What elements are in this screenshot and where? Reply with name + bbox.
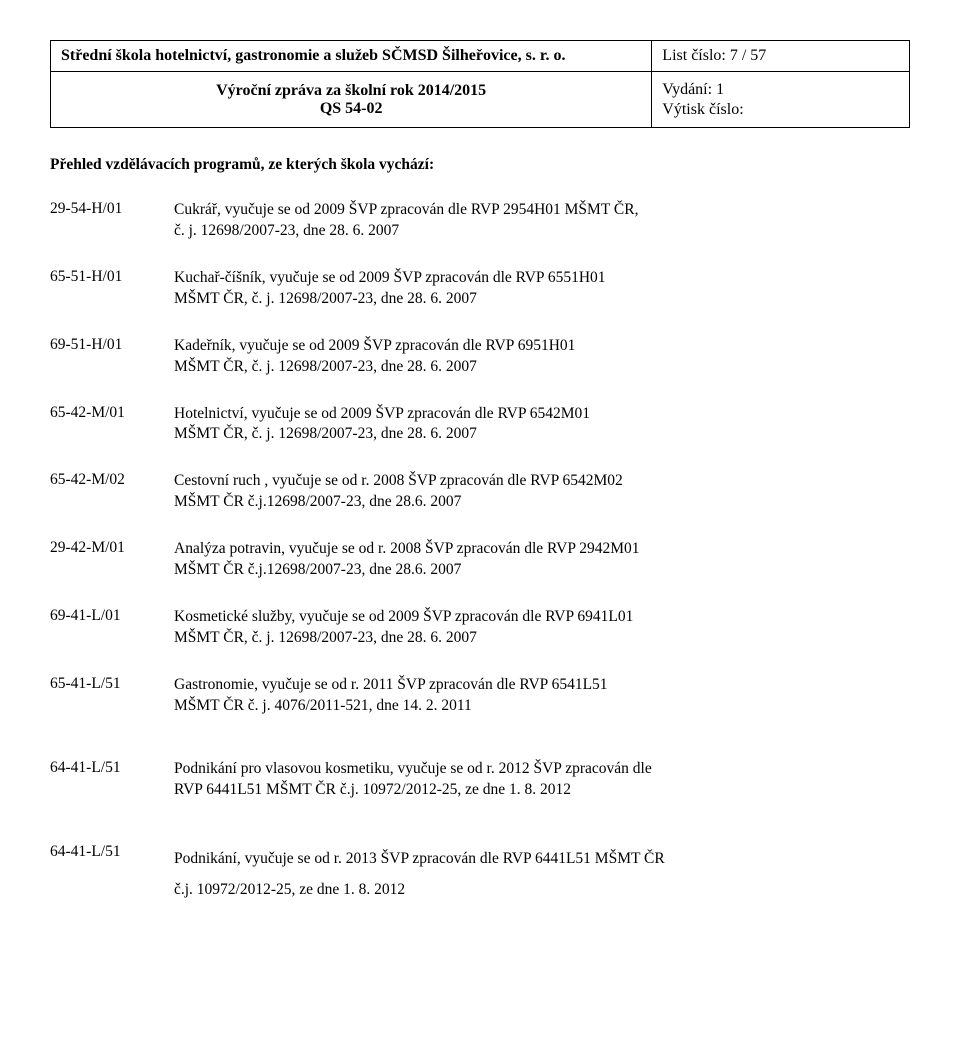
program-description: Podnikání, vyučuje se od r. 2013 ŠVP zpr… [174, 843, 910, 905]
program-description: Analýza potravin, vyučuje se od r. 2008 … [174, 539, 910, 581]
program-code: 69-51-H/01 [50, 336, 150, 354]
program-description: Kosmetické služby, vyučuje se od 2009 ŠV… [174, 607, 910, 649]
program-line1: Hotelnictví, vyučuje se od 2009 ŠVP zpra… [174, 404, 910, 425]
program-description: Cestovní ruch , vyučuje se od r. 2008 ŠV… [174, 471, 910, 513]
program-code: 69-41-L/01 [50, 607, 150, 625]
program-entry: 64-41-L/51 Podnikání, vyučuje se od r. 2… [50, 843, 910, 905]
program-line2: MŠMT ČR, č. j. 12698/2007-23, dne 28. 6.… [174, 628, 910, 649]
section-heading: Přehled vzdělávacích programů, ze kterýc… [50, 156, 910, 174]
document-header-table: Střední škola hotelnictví, gastronomie a… [50, 40, 910, 128]
program-entry: 65-51-H/01 Kuchař-číšník, vyučuje se od … [50, 268, 910, 310]
school-name-cell: Střední škola hotelnictví, gastronomie a… [51, 41, 652, 72]
program-description: Cukrář, vyučuje se od 2009 ŠVP zpracován… [174, 200, 910, 242]
program-line1: Cestovní ruch , vyučuje se od r. 2008 ŠV… [174, 471, 910, 492]
program-entry: 29-42-M/01 Analýza potravin, vyučuje se … [50, 539, 910, 581]
program-description: Gastronomie, vyučuje se od r. 2011 ŠVP z… [174, 675, 910, 717]
program-entry: 65-42-M/02 Cestovní ruch , vyučuje se od… [50, 471, 910, 513]
program-code: 64-41-L/51 [50, 759, 150, 777]
program-code: 29-54-H/01 [50, 200, 150, 218]
program-line1: Kadeřník, vyučuje se od 2009 ŠVP zpracov… [174, 336, 910, 357]
program-code: 65-42-M/01 [50, 404, 150, 422]
school-name: Střední škola hotelnictví, gastronomie a… [61, 47, 565, 64]
program-line1: Kosmetické služby, vyučuje se od 2009 ŠV… [174, 607, 910, 628]
report-title-line2: QS 54-02 [61, 100, 641, 118]
program-code: 29-42-M/01 [50, 539, 150, 557]
program-line2: MŠMT ČR č. j. 4076/2011-521, dne 14. 2. … [174, 696, 910, 717]
program-line2: MŠMT ČR č.j.12698/2007-23, dne 28.6. 200… [174, 492, 910, 513]
program-line2: MŠMT ČR, č. j. 12698/2007-23, dne 28. 6.… [174, 289, 910, 310]
program-entry: 65-42-M/01 Hotelnictví, vyučuje se od 20… [50, 404, 910, 446]
print-number-label: Výtisk číslo: [662, 101, 743, 118]
program-description: Kuchař-číšník, vyučuje se od 2009 ŠVP zp… [174, 268, 910, 310]
program-description: Hotelnictví, vyučuje se od 2009 ŠVP zpra… [174, 404, 910, 446]
program-line2: č.j. 10972/2012-25, ze dne 1. 8. 2012 [174, 874, 910, 905]
program-line1: Podnikání, vyučuje se od r. 2013 ŠVP zpr… [174, 843, 910, 874]
program-code: 65-41-L/51 [50, 675, 150, 693]
program-entry: 69-41-L/01 Kosmetické služby, vyučuje se… [50, 607, 910, 649]
page-number-cell: List číslo: 7 / 57 [652, 41, 910, 72]
program-line1: Gastronomie, vyučuje se od r. 2011 ŠVP z… [174, 675, 910, 696]
program-line1: Analýza potravin, vyučuje se od r. 2008 … [174, 539, 910, 560]
page-number-label: List číslo: 7 / 57 [662, 47, 766, 64]
program-entry: 69-51-H/01 Kadeřník, vyučuje se od 2009 … [50, 336, 910, 378]
program-line1: Podnikání pro vlasovou kosmetiku, vyučuj… [174, 759, 910, 780]
edition-cell: Vydání: 1 Výtisk číslo: [652, 72, 910, 128]
report-title-line1: Výroční zpráva za školní rok 2014/2015 [61, 82, 641, 100]
program-line2: č. j. 12698/2007-23, dne 28. 6. 2007 [174, 221, 910, 242]
program-line1: Kuchař-číšník, vyučuje se od 2009 ŠVP zp… [174, 268, 910, 289]
program-code: 65-51-H/01 [50, 268, 150, 286]
program-line2: RVP 6441L51 MŠMT ČR č.j. 10972/2012-25, … [174, 780, 910, 801]
program-line2: MŠMT ČR, č. j. 12698/2007-23, dne 28. 6.… [174, 424, 910, 445]
program-line2: MŠMT ČR č.j.12698/2007-23, dne 28.6. 200… [174, 560, 910, 581]
program-entry: 64-41-L/51 Podnikání pro vlasovou kosmet… [50, 759, 910, 801]
program-line2: MŠMT ČR, č. j. 12698/2007-23, dne 28. 6.… [174, 357, 910, 378]
program-entry: 65-41-L/51 Gastronomie, vyučuje se od r.… [50, 675, 910, 717]
program-line1: Cukrář, vyučuje se od 2009 ŠVP zpracován… [174, 200, 910, 221]
program-description: Podnikání pro vlasovou kosmetiku, vyučuj… [174, 759, 910, 801]
program-code: 64-41-L/51 [50, 843, 150, 861]
program-description: Kadeřník, vyučuje se od 2009 ŠVP zpracov… [174, 336, 910, 378]
program-entry: 29-54-H/01 Cukrář, vyučuje se od 2009 ŠV… [50, 200, 910, 242]
edition-label: Vydání: 1 [662, 81, 899, 99]
program-code: 65-42-M/02 [50, 471, 150, 489]
report-title-cell: Výroční zpráva za školní rok 2014/2015 Q… [51, 72, 652, 128]
